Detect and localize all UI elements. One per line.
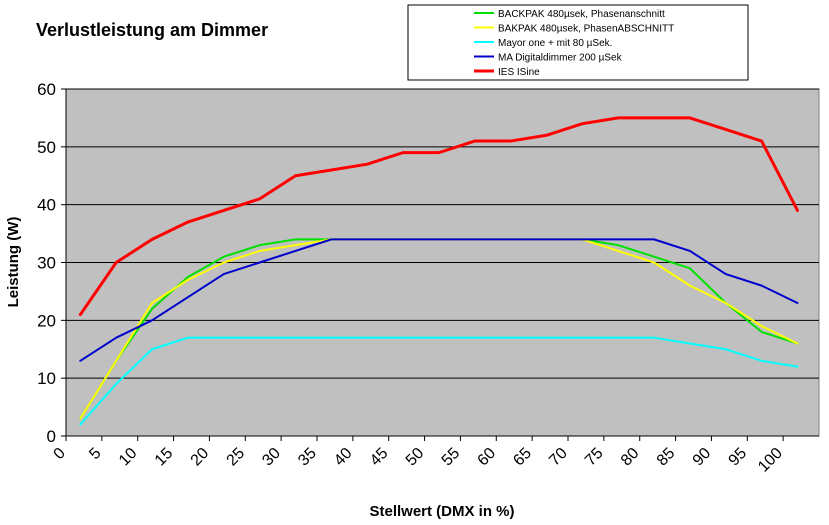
legend-label: MA Digitaldimmer 200 µSek: [498, 53, 623, 64]
y-tick-label: 20: [37, 311, 56, 330]
series-line-4: [78, 116, 799, 317]
x-tick-label: 100: [755, 445, 786, 476]
x-tick-label: 35: [295, 445, 320, 470]
grid-lines: [66, 88, 819, 379]
x-tick-label: 95: [726, 445, 751, 470]
y-tick-label: 10: [37, 369, 56, 388]
x-tick-label: 0: [51, 445, 69, 463]
x-tick-label: 40: [331, 445, 356, 470]
y-tick-label: 40: [37, 196, 56, 215]
x-tick-label: 15: [152, 445, 177, 470]
x-tick-label: 10: [116, 445, 141, 470]
series-line-2: [79, 336, 799, 426]
legend-label: Mayor one + mit 80 µSek.: [498, 38, 612, 49]
x-tick-label: 85: [654, 445, 679, 470]
series-lines: [78, 116, 799, 426]
y-tick-label: 50: [37, 138, 56, 157]
x-tick-label: 45: [367, 445, 392, 470]
legend-box: [407, 4, 749, 81]
x-axis-label: Stellwert (DMX in %): [369, 503, 514, 520]
y-tick-label: 0: [47, 427, 56, 446]
x-tick-label: 25: [224, 445, 249, 470]
x-tick-label: 20: [188, 445, 213, 470]
series-line-3: [79, 238, 799, 362]
chart-title: Verlustleistung am Dimmer: [36, 20, 268, 40]
x-tick-label: 60: [475, 445, 500, 470]
x-tick-label: 65: [510, 445, 535, 470]
legend-label: BACKPAK 480µsek, Phasenanschnitt: [498, 9, 665, 20]
x-tick-label: 75: [582, 445, 607, 470]
legend-label: IES ISine: [498, 67, 540, 78]
x-tick-label: 55: [439, 445, 464, 470]
y-tick-label: 30: [37, 254, 56, 273]
y-tick-label: 60: [37, 80, 56, 99]
legend: BACKPAK 480µsek, Phasenanschnitt BAKPAK 4…: [407, 4, 749, 81]
x-axis-ticks: 0 5 10 15 20 25 30 35 40 45 50 55 60 65 70 75 80 85 90 95 10…: [51, 436, 786, 476]
x-tick-label: 90: [690, 445, 715, 470]
x-tick-label: 5: [86, 445, 104, 463]
y-axis-label: Leistung (W): [5, 217, 22, 308]
x-tick-label: 50: [403, 445, 428, 470]
legend-label: BAKPAK 480µsek, PhasenABSCHNITT: [498, 24, 674, 35]
x-tick-label: 70: [546, 445, 571, 470]
y-axis-ticks: 0 10 20 30 40 50 60: [37, 80, 66, 446]
x-tick-label: 30: [259, 445, 284, 470]
x-tick-label: 80: [618, 445, 643, 470]
